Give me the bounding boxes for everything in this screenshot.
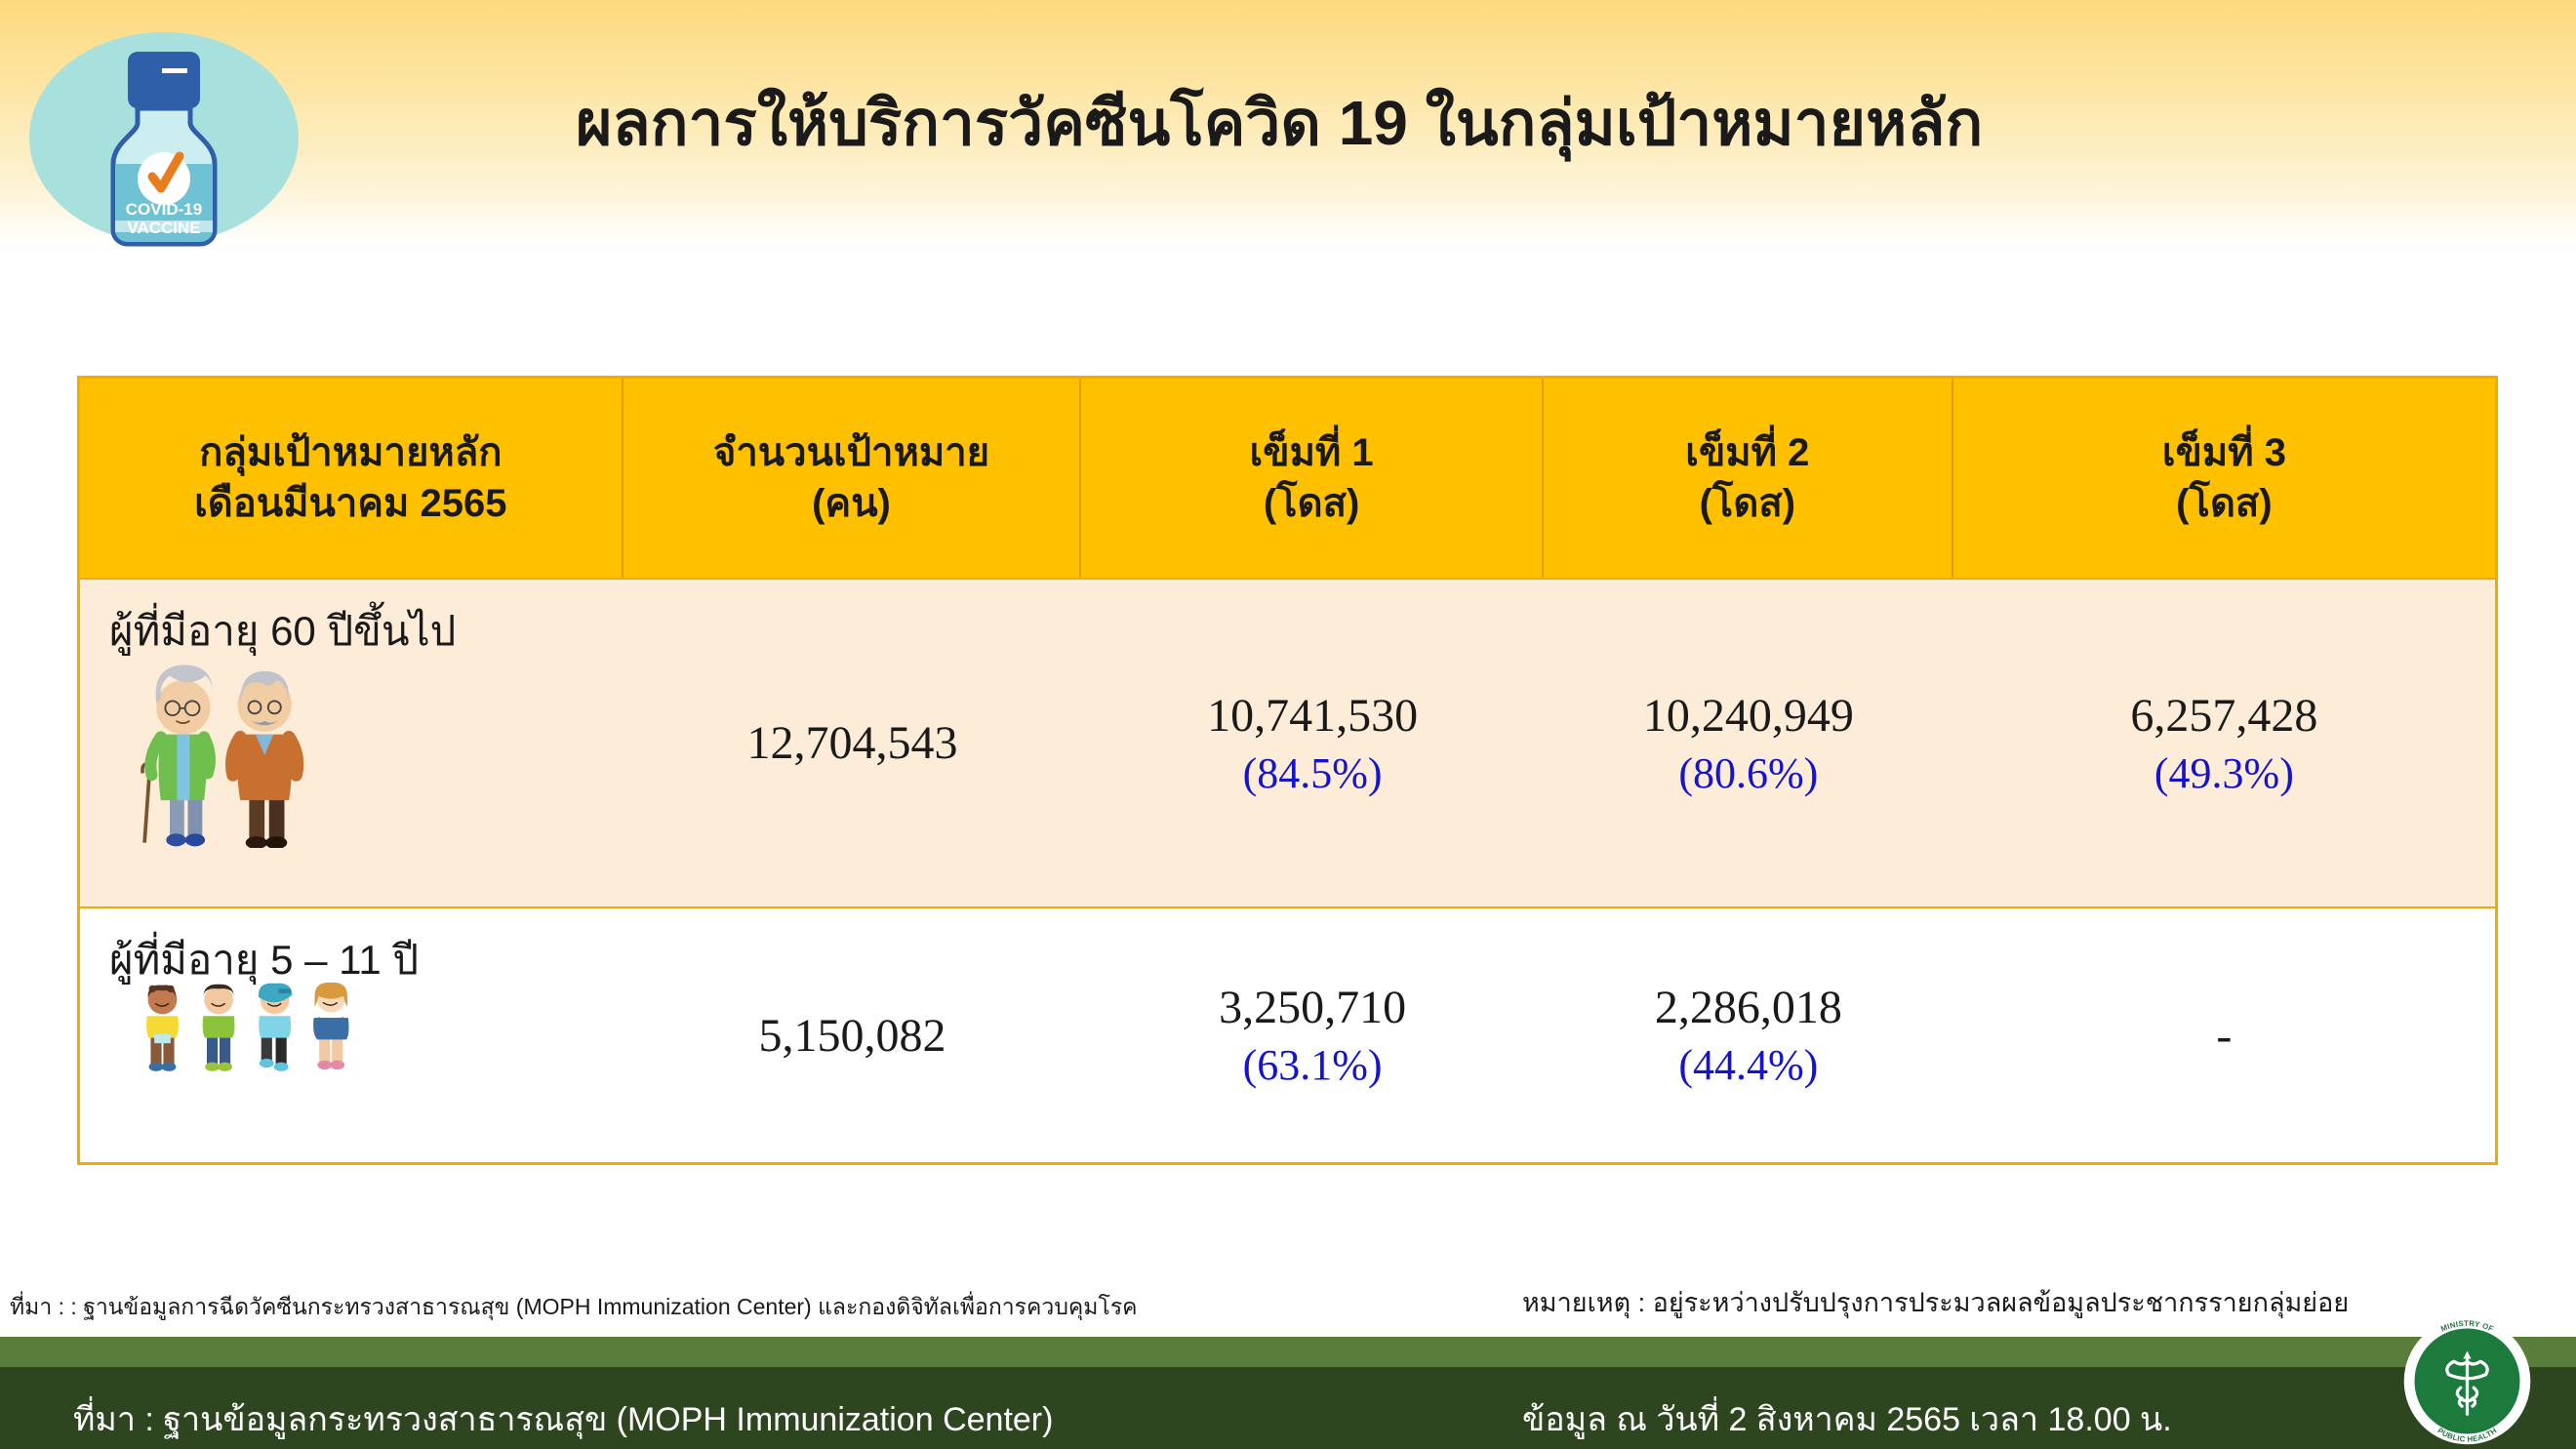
svg-text:VACCINE: VACCINE: [127, 219, 200, 237]
svg-text:COVID-19: COVID-19: [126, 200, 202, 219]
